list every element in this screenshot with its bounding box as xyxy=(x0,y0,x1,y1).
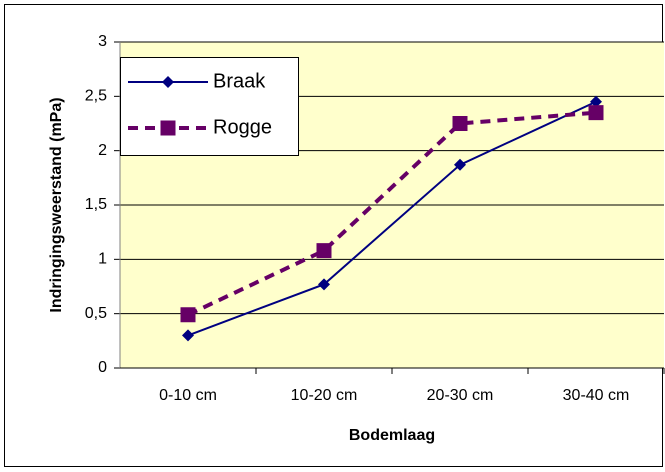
y-axis-label: Indringingsweerstand (mPa) xyxy=(48,97,65,312)
marker xyxy=(454,158,466,171)
marker xyxy=(452,116,468,131)
x-tick-label: 0-10 cm xyxy=(159,387,217,404)
x-tick-label: 20-30 cm xyxy=(427,387,494,404)
marker xyxy=(590,95,602,108)
marker xyxy=(588,105,604,121)
y-tick-label: 2 xyxy=(98,142,107,159)
x-tick-label: 30-40 cm xyxy=(563,387,630,404)
series-line xyxy=(187,110,597,317)
series-line xyxy=(187,100,597,337)
y-tick-label: 0 xyxy=(98,359,107,376)
y-tick-label: 3 xyxy=(98,33,107,50)
x-tick-label: 10-20 cm xyxy=(291,387,358,404)
legend-marker xyxy=(162,76,174,88)
y-tick-label: 1,5 xyxy=(85,196,107,213)
legend-marker xyxy=(160,120,176,136)
marker xyxy=(316,243,332,259)
legend-box xyxy=(120,57,299,156)
x-axis-label: Bodemlaag xyxy=(349,427,435,444)
y-tick-label: 0,5 xyxy=(85,305,107,322)
marker xyxy=(180,307,196,323)
y-tick-label: 2,5 xyxy=(85,88,107,105)
marker xyxy=(318,278,330,291)
legend-label: Rogge xyxy=(213,116,272,138)
marker xyxy=(182,329,194,342)
legend-label: Braak xyxy=(213,70,266,92)
y-tick-label: 1 xyxy=(98,251,107,268)
